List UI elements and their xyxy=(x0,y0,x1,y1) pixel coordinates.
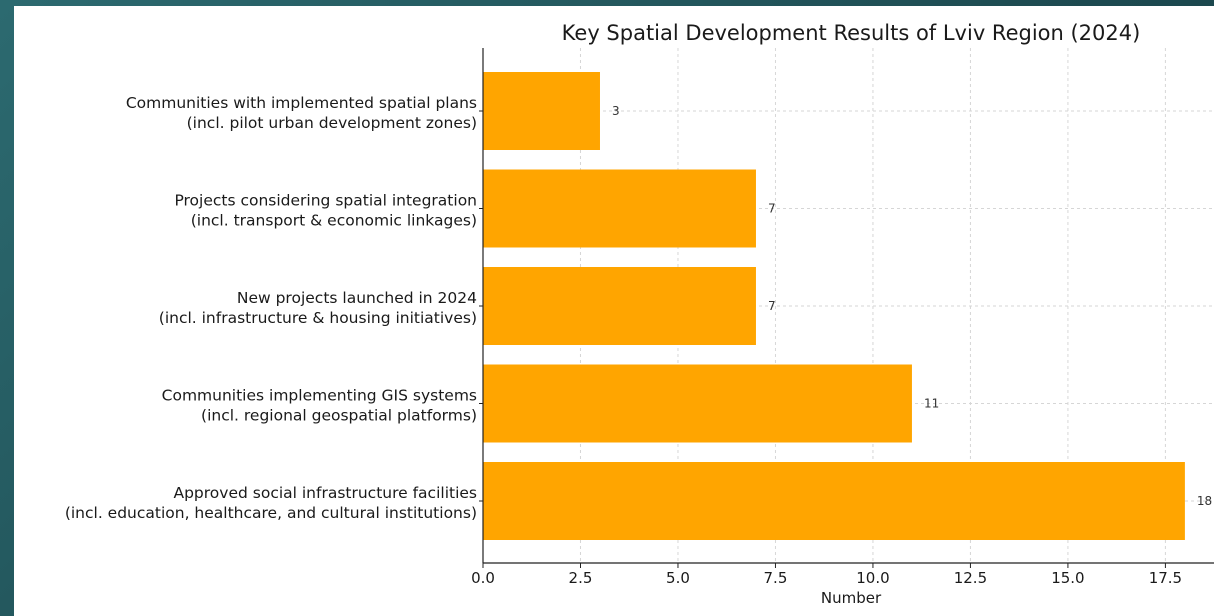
x-tick-label: 7.5 xyxy=(764,569,788,587)
category-sublabel: (incl. education, healthcare, and cultur… xyxy=(65,504,477,522)
category-label: Communities implementing GIS systems xyxy=(162,387,477,405)
x-tick-label: 17.5 xyxy=(1149,569,1182,587)
bar-value-label: 18 xyxy=(1197,494,1212,508)
category-label: Communities with implemented spatial pla… xyxy=(126,94,477,112)
category-sublabel: (incl. regional geospatial platforms) xyxy=(201,407,477,425)
category-sublabel: (incl. transport & economic linkages) xyxy=(191,212,477,230)
x-tick-label: 12.5 xyxy=(954,569,987,587)
category-label: Projects considering spatial integration xyxy=(174,192,477,210)
bar xyxy=(483,72,600,150)
bar xyxy=(483,267,756,345)
bar-value-label: 7 xyxy=(768,299,776,313)
x-tick-label: 2.5 xyxy=(569,569,593,587)
bar xyxy=(483,364,912,443)
category-label: Approved social infrastructure facilitie… xyxy=(173,484,477,502)
x-tick-label: 10.0 xyxy=(856,569,889,587)
x-tick-label: 0.0 xyxy=(471,569,495,587)
bar-value-label: 3 xyxy=(612,104,620,118)
bar-value-label: 7 xyxy=(768,202,776,216)
x-tick-label: 15.0 xyxy=(1051,569,1084,587)
category-label: New projects launched in 2024 xyxy=(237,289,477,307)
bar xyxy=(483,462,1185,540)
bar xyxy=(483,169,756,248)
chart-title: Key Spatial Development Results of Lviv … xyxy=(562,21,1141,45)
x-tick-label: 5.0 xyxy=(666,569,690,587)
category-sublabel: (incl. pilot urban development zones) xyxy=(187,114,477,132)
category-sublabel: (incl. infrastructure & housing initiati… xyxy=(159,309,477,327)
bar-value-label: 11 xyxy=(924,397,939,411)
x-axis-title: Number xyxy=(821,589,882,607)
